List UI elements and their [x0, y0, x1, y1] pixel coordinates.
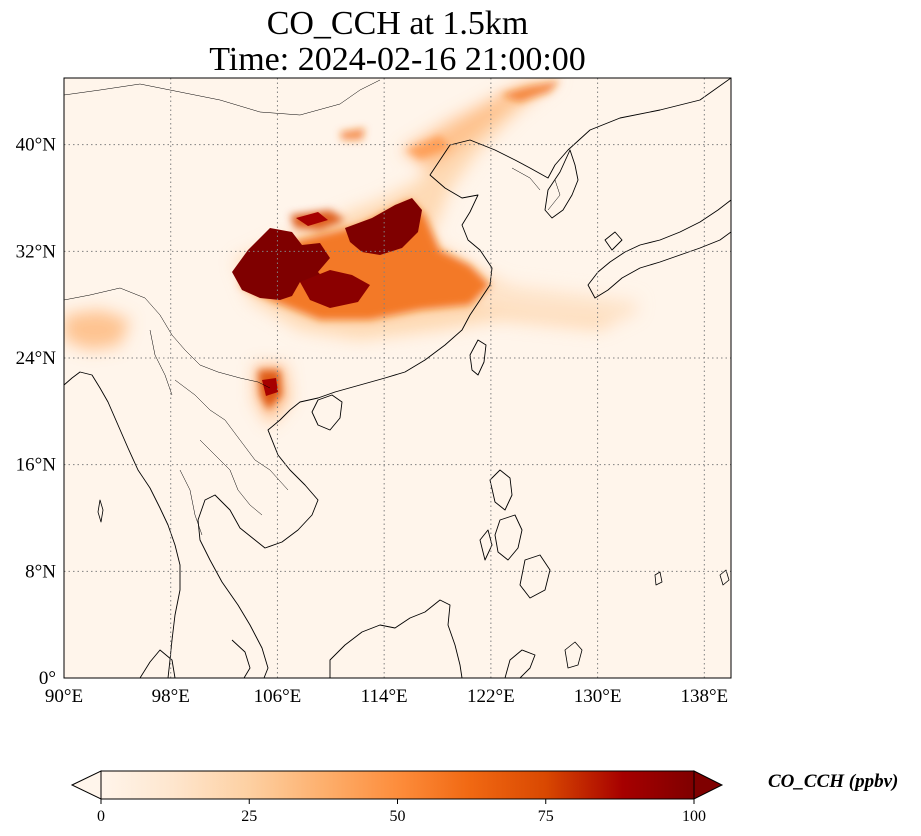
borneo-island: [329, 599, 463, 678]
longitude-tick-label: 130°E: [574, 686, 622, 707]
colorbar-tick-label: 100: [682, 808, 706, 825]
longitude-axis: 90°E 98°E 106°E 114°E 122°E 130°E 138°E: [45, 686, 728, 707]
latitude-tick-label: 16°N: [16, 455, 57, 476]
map-frame: [63, 77, 732, 679]
country-borders: [64, 79, 561, 536]
gridlines: [64, 78, 731, 678]
longitude-tick-label: 138°E: [680, 686, 728, 707]
latitude-tick-label: 0°: [39, 668, 56, 689]
colorbar-ticks: 0 25 50 75 100: [97, 799, 706, 825]
latitude-axis: 0° 8°N 16°N 24°N 32°N 40°N: [16, 135, 57, 689]
taiwan-island: [469, 339, 487, 376]
map-title-line1: CO_CCH at 1.5km: [266, 5, 529, 42]
philippines-islands: [489, 469, 513, 511]
longitude-tick-label: 90°E: [45, 686, 83, 707]
colorbar-tick-label: 50: [390, 808, 406, 825]
colorbar-extend-min: [70, 770, 102, 800]
latitude-tick-label: 24°N: [16, 348, 57, 369]
colorbar-tick-label: 75: [538, 808, 554, 825]
longitude-tick-label: 114°E: [361, 686, 408, 707]
mainland-coastline: [197, 78, 731, 678]
longitude-tick-label: 106°E: [254, 686, 302, 707]
map-background: [64, 78, 731, 678]
colorbar: 0 25 50 75 100 CO_CCH (ppbv): [70, 770, 898, 825]
latitude-tick-label: 32°N: [16, 241, 57, 262]
map-plot-area: [63, 77, 732, 679]
map-title-line2: Time: 2024-02-16 21:00:00: [209, 41, 586, 78]
latitude-tick-label: 8°N: [25, 561, 56, 582]
coastlines: [64, 78, 731, 678]
hainan-island: [311, 394, 343, 431]
concentration-field: [64, 78, 640, 425]
colorbar-extend-max: [693, 770, 724, 800]
colorbar-label: CO_CCH (ppbv): [768, 771, 898, 792]
colorbar-tick-label: 0: [97, 808, 105, 825]
longitude-tick-label: 122°E: [467, 686, 515, 707]
colorbar-gradient: [101, 771, 694, 799]
colorbar-tick-label: 25: [241, 808, 257, 825]
longitude-tick-label: 98°E: [152, 686, 190, 707]
japan-islands: [587, 199, 731, 299]
concentration-core: [232, 198, 422, 396]
latitude-tick-label: 40°N: [16, 135, 57, 156]
